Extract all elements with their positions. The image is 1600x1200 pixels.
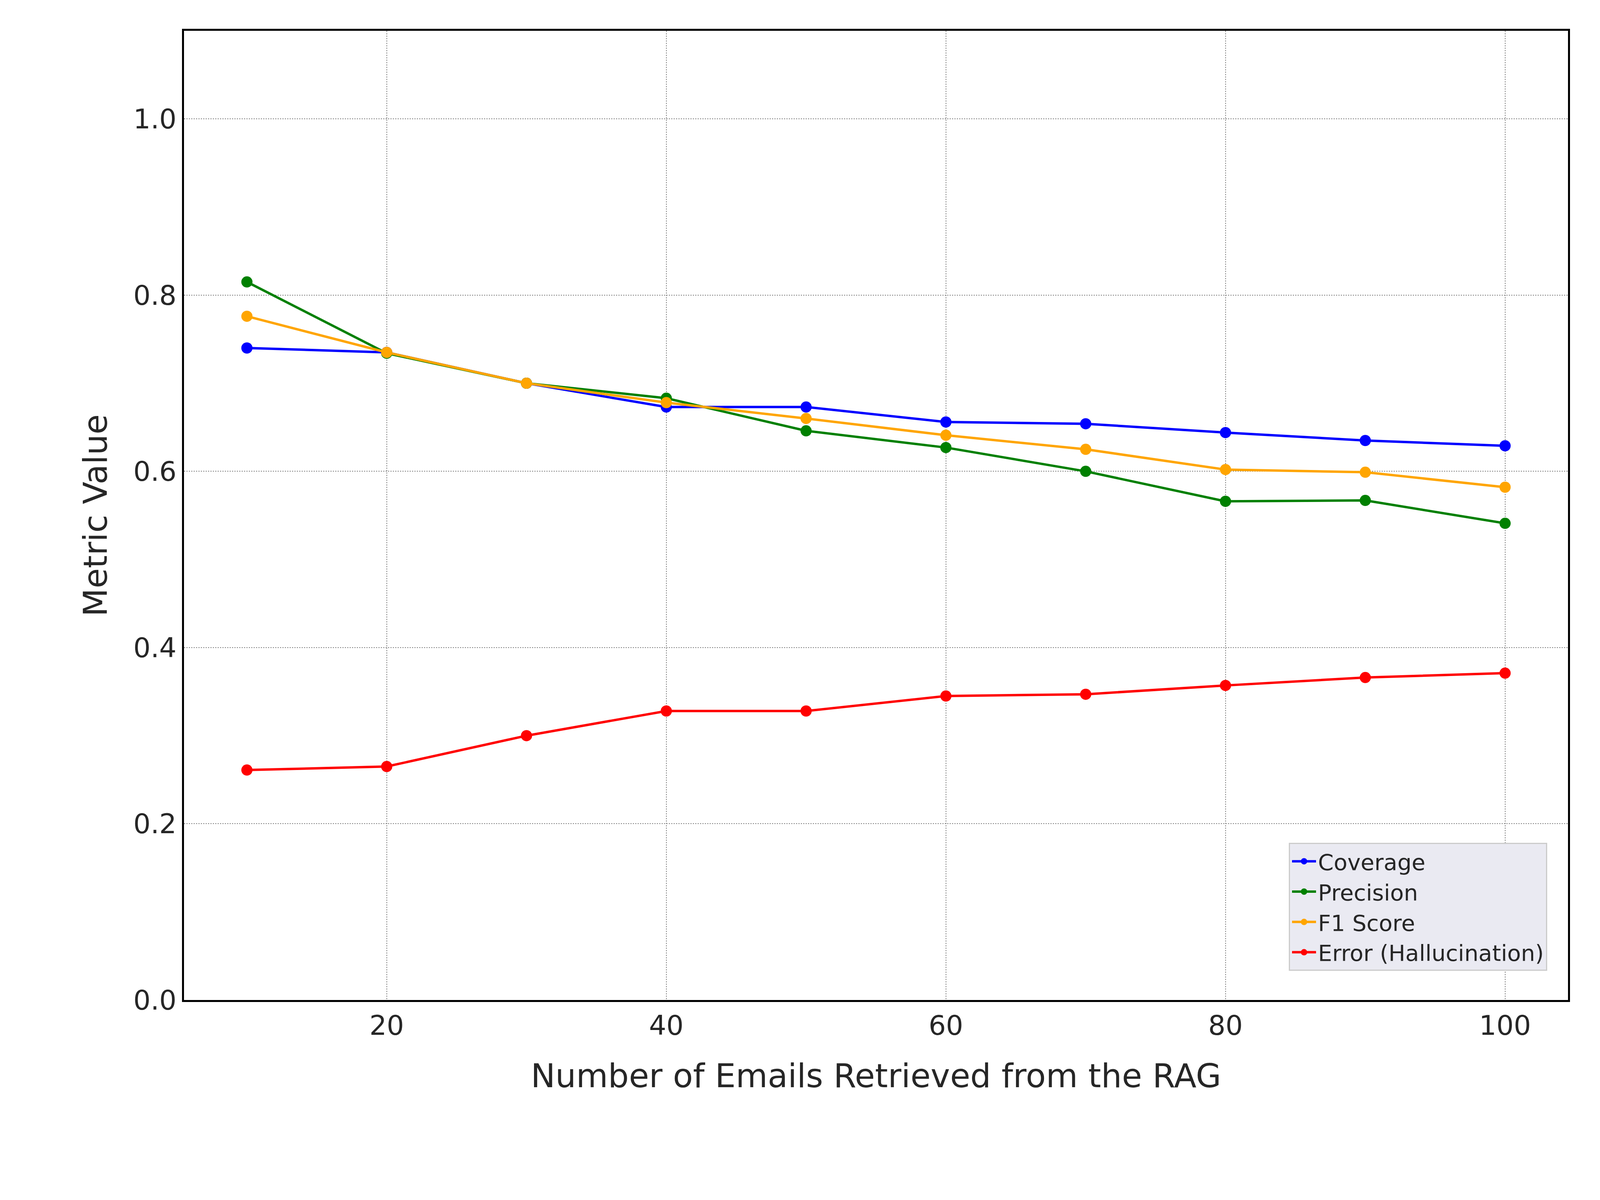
svg-text:80: 80 [1208, 1009, 1243, 1042]
svg-text:0.8: 0.8 [133, 279, 177, 312]
svg-text:Coverage: Coverage [1318, 849, 1426, 876]
svg-text:Metric Value: Metric Value [76, 414, 115, 617]
svg-text:Precision: Precision [1318, 879, 1418, 906]
svg-text:0.0: 0.0 [133, 984, 177, 1016]
svg-text:Error (Hallucination): Error (Hallucination) [1318, 940, 1544, 966]
svg-text:60: 60 [928, 1009, 964, 1042]
svg-text:100: 100 [1479, 1009, 1532, 1042]
svg-text:Number of Emails Retrieved fro: Number of Emails Retrieved from the RAG [530, 1056, 1222, 1095]
svg-text:40: 40 [648, 1009, 684, 1042]
svg-text:1.0: 1.0 [133, 103, 177, 135]
svg-text:0.6: 0.6 [133, 455, 177, 488]
svg-text:F1 Score: F1 Score [1318, 910, 1415, 936]
svg-text:0.4: 0.4 [133, 632, 177, 664]
svg-text:0.2: 0.2 [133, 808, 177, 840]
svg-text:20: 20 [369, 1009, 405, 1042]
